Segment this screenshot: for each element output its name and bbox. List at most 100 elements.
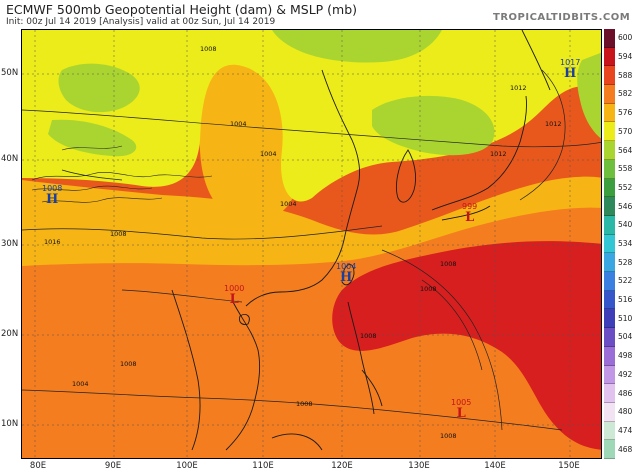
colorbar-level-label: 600 [618, 33, 633, 43]
colorbar-level-label: 504 [618, 332, 633, 342]
isobar-label: 1004 [280, 200, 297, 208]
colorbar-level-label: 498 [618, 351, 633, 361]
isobar-a [22, 109, 601, 148]
fill-564-c [372, 95, 495, 156]
isobar-h [61, 169, 123, 181]
colorbar-level-label: 492 [618, 369, 633, 379]
isobar-f [121, 289, 243, 303]
colorbar-level-label: 588 [618, 70, 633, 80]
colorbar-swatch [604, 440, 615, 459]
plateau-a [31, 171, 213, 181]
high-pressure-marker: 1008 H [42, 184, 62, 207]
high-pressure-marker: 1004 H [336, 262, 356, 285]
colorbar-swatch [604, 328, 615, 347]
colorbar-level-label: 480 [618, 407, 633, 417]
japan [431, 95, 527, 211]
isobar-label: 1008 [440, 260, 457, 268]
colorbar-swatch [604, 253, 615, 273]
isobar-label: 1008 [110, 230, 127, 238]
colorbar-swatch [604, 29, 615, 48]
colorbar-swatch [604, 215, 615, 235]
plateau-d [61, 145, 123, 151]
isobar-label: 1004 [72, 380, 89, 388]
pressure-letter: L [456, 406, 466, 421]
high-pressure-marker: 1017 H [560, 58, 580, 81]
colorbar-swatch [604, 309, 615, 329]
colorbar-level-label: 528 [618, 257, 633, 267]
colorbar-swatch [604, 122, 615, 142]
fill-564-a [58, 63, 140, 113]
isobar-label: 1012 [490, 150, 507, 158]
lon-label-150e: 150E [558, 461, 580, 471]
isobar-label: 1012 [510, 84, 527, 92]
pressure-letter: H [340, 270, 353, 285]
low-pressure-marker: 999 L [462, 202, 477, 225]
lon-label-130e: 130E [408, 461, 430, 471]
pressure-value: 1008 [42, 184, 63, 193]
colorbar-level-label: 576 [618, 108, 633, 118]
low-pressure-marker: 1000 L [224, 284, 244, 307]
isobar-b [22, 225, 383, 240]
colorbar-swatch [604, 103, 615, 123]
korea [396, 149, 417, 203]
colorbar-swatch [604, 197, 615, 216]
colorbar-level-label: 486 [618, 388, 633, 398]
colorbar-level-label: 534 [618, 239, 633, 248]
isobar-label: 1004 [260, 150, 277, 158]
colorbar-level-label: 522 [618, 276, 633, 286]
colorbar-swatch [604, 178, 615, 198]
colorbar-level-label: 546 [618, 201, 633, 211]
pressure-value: 1005 [451, 398, 472, 407]
colorbar-legend: 600 594 588 582 576 570 564 558 552 546 540 534 528 5… [604, 29, 639, 459]
isobar-label: 1008 [440, 432, 457, 440]
colorbar-swatch [604, 346, 615, 366]
lon-label-100e: 100E [176, 461, 198, 471]
colorbar-swatch [604, 290, 615, 310]
isobar-label: 1012 [545, 120, 562, 128]
borneo [271, 433, 323, 451]
plateau-c [41, 197, 163, 203]
colorbar-swatch [604, 384, 615, 403]
colorbar-swatch [604, 234, 615, 254]
plateau-contours [31, 145, 213, 203]
kamchatka-west [521, 30, 551, 91]
lat-label-40n: 40N [1, 154, 19, 164]
isobar-g [519, 69, 566, 201]
isobar-label: 1004 [230, 120, 247, 128]
lon-label-140e: 140E [484, 461, 506, 471]
lat-label-50n: 50N [1, 68, 19, 78]
china-coast [245, 69, 361, 307]
isobar-label: 1008 [420, 285, 437, 293]
pressure-value: 999 [462, 202, 478, 211]
isobars [22, 69, 601, 431]
colorbar-swatch [604, 159, 615, 179]
map-svg [22, 30, 601, 458]
indochina [225, 299, 261, 451]
pressure-letter: H [564, 66, 577, 81]
colorbar-level-label: 468 [618, 444, 633, 454]
colorbar-level-label: 516 [618, 295, 633, 305]
lat-label-10n: 10N [1, 419, 19, 429]
colorbar-level-label: 564 [618, 145, 633, 155]
pressure-letter: L [229, 292, 239, 307]
map-subtitle: Init: 00z Jul 14 2019 [Analysis] valid a… [6, 17, 276, 27]
lat-label-30n: 30N [1, 239, 19, 249]
lon-label-110e: 110E [252, 461, 274, 471]
colorbar-level-label: 510 [618, 313, 633, 323]
plateau-b [31, 185, 153, 191]
colorbar-level-label: 558 [618, 164, 633, 174]
taiwan [341, 264, 355, 286]
pressure-value: 1017 [560, 58, 581, 67]
pressure-value: 1004 [336, 262, 357, 271]
brand-logo: TROPICALTIDBITS.COM [493, 12, 631, 23]
colorbar-swatch [604, 85, 615, 104]
pressure-letter: H [46, 192, 59, 207]
isobar-e [22, 389, 563, 431]
colorbar-swatch [604, 272, 615, 291]
low-pressure-marker: 1005 L [451, 398, 471, 421]
lat-label-20n: 20N [1, 329, 19, 339]
isobar-label: 1008 [120, 360, 137, 368]
colorbar-level-label: 582 [618, 89, 633, 99]
colorbar-level-label: 474 [618, 425, 633, 435]
pressure-letter: L [465, 210, 475, 225]
